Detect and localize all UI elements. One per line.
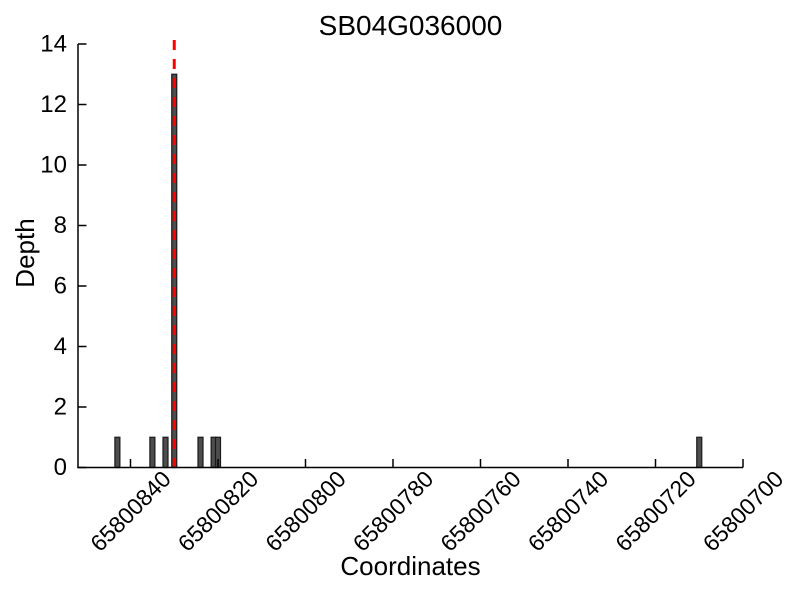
y-tick-label: 14 <box>40 31 67 58</box>
x-tick-label: 65800800 <box>260 466 351 557</box>
x-tick-label: 65800760 <box>435 466 526 557</box>
x-tick-label: 65800720 <box>610 466 701 557</box>
x-tick-label: 65800840 <box>85 466 176 557</box>
y-tick-label: 10 <box>40 152 67 179</box>
y-tick-label: 8 <box>54 212 67 239</box>
x-tick-label: 65800820 <box>173 466 264 557</box>
x-axis-label: Coordinates <box>340 551 481 581</box>
depth-bar <box>149 436 156 469</box>
depth-bar <box>197 436 204 469</box>
y-tick-label: 0 <box>54 454 67 481</box>
x-tick-label: 65800780 <box>348 466 439 557</box>
y-tick-label: 12 <box>40 91 67 118</box>
depth-bar <box>162 436 169 469</box>
depth-bar <box>114 436 121 469</box>
y-tick-label: 2 <box>54 394 67 421</box>
x-tick-label: 65800700 <box>698 466 789 557</box>
depth-bar <box>696 436 703 469</box>
chart-title: SB04G036000 <box>318 10 503 41</box>
x-tick-label: 65800740 <box>523 466 614 557</box>
y-tick-label: 6 <box>54 273 67 300</box>
y-tick-label: 4 <box>54 333 67 360</box>
